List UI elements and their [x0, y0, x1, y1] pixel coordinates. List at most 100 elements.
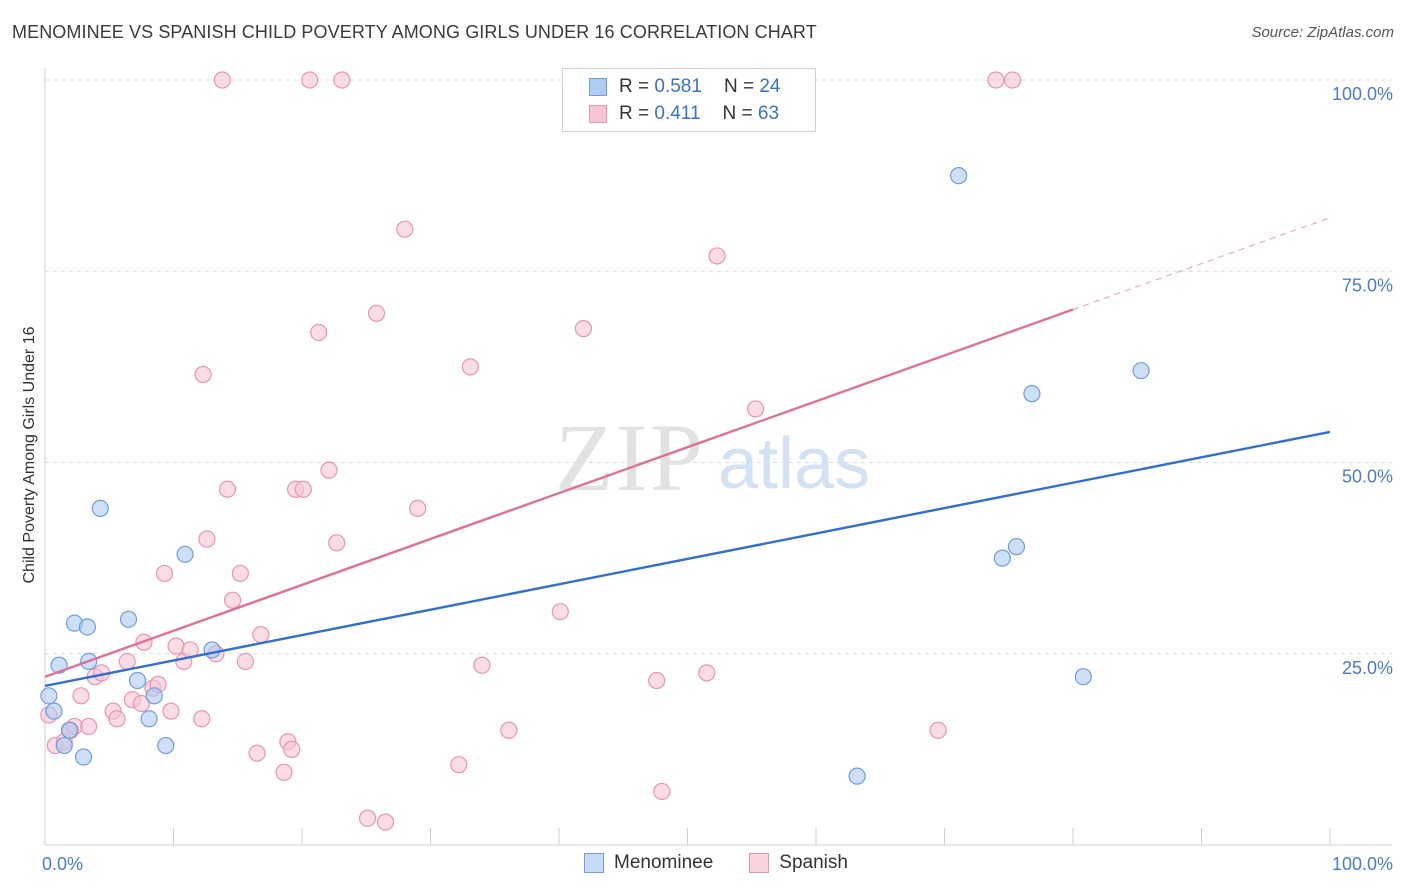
menominee-point: [1007, 538, 1026, 556]
spanish-point: [224, 591, 242, 609]
spanish-point: [132, 694, 150, 713]
spanish-point: [193, 710, 211, 728]
legend-n-value: 24: [759, 76, 781, 97]
spanish-point: [194, 365, 212, 384]
spanish-point: [747, 400, 765, 418]
legend-r-label: R =: [619, 76, 650, 97]
x-tick-label: 0.0%: [42, 854, 83, 874]
legend-item-menominee: Menominee: [584, 852, 713, 874]
spanish-legend-swatch: [749, 853, 770, 873]
spanish-point: [252, 626, 270, 644]
spanish-point: [987, 71, 1005, 89]
spanish-point: [574, 320, 593, 338]
spanish-point: [213, 71, 231, 89]
y-axis-label: Child Poverty Among Girls Under 16: [21, 326, 38, 583]
spanish-swatch: [589, 105, 607, 123]
legend-r-value: 0.411: [654, 103, 701, 124]
spanish-point: [551, 603, 569, 621]
source-label: Source: ZipAtlas.com: [1251, 24, 1394, 41]
legend-item-spanish: Spanish: [749, 852, 848, 874]
spanish-point: [310, 323, 328, 342]
grid-lines: [45, 79, 1392, 655]
spanish-point: [648, 671, 666, 690]
y-tick-label: 25.0%: [1342, 658, 1393, 678]
spanish-point: [162, 702, 180, 720]
legend-r-label: R =: [619, 103, 650, 124]
legend-row-spanish: R = 0.411 N = 63: [589, 102, 779, 126]
spanish-point: [461, 358, 479, 376]
spanish-point: [301, 71, 319, 89]
spanish-point: [167, 637, 185, 655]
spanish-point: [198, 530, 216, 548]
spanish-point: [248, 744, 266, 762]
series-legend: Menominee Spanish: [584, 852, 884, 874]
y-tick-label: 75.0%: [1342, 275, 1393, 295]
menominee-point: [60, 721, 79, 739]
spanish-point: [118, 652, 136, 671]
spanish-point: [275, 763, 293, 781]
menominee-swatch: [589, 78, 607, 96]
menominee-point: [176, 545, 194, 563]
legend-r-value: 0.581: [654, 76, 702, 97]
data-points: [40, 71, 1150, 831]
menominee-point: [91, 499, 109, 517]
menominee-point: [119, 610, 138, 628]
spanish-point: [500, 721, 518, 739]
spanish-point: [333, 71, 351, 89]
spanish-point: [283, 740, 301, 758]
spanish-point: [409, 499, 427, 517]
menominee-point: [78, 618, 97, 636]
legend-n-value: 63: [757, 103, 780, 124]
menominee-point: [950, 167, 968, 185]
spanish-trend-line: [44, 308, 1074, 678]
spanish-point: [231, 564, 249, 583]
spanish-point: [218, 480, 237, 498]
menominee-point: [40, 687, 58, 705]
spanish-trend-line: [1072, 217, 1331, 311]
stats-legend: R = 0.581 N = 24 R = 0.411 N = 63: [562, 68, 816, 132]
chart-title: MENOMINEE VS SPANISH CHILD POVERTY AMONG…: [12, 22, 817, 42]
spanish-point: [320, 461, 338, 479]
spanish-point: [653, 782, 671, 801]
menominee-point: [145, 687, 163, 705]
menominee-point: [993, 549, 1011, 567]
spanish-point: [450, 756, 468, 774]
y-tick-label: 50.0%: [1342, 467, 1393, 487]
menominee-point: [1074, 668, 1092, 686]
menominee-point: [157, 736, 175, 755]
x-tick-label: 100.0%: [1332, 854, 1393, 874]
spanish-point: [396, 220, 414, 238]
menominee-point: [203, 641, 221, 659]
tick-labels: 25.0% 50.0% 75.0% 100.0% 0.0% 100.0%: [42, 84, 1393, 874]
legend-n-label: N =: [722, 103, 753, 124]
trend-lines: [44, 217, 1331, 688]
spanish-point: [236, 652, 255, 671]
watermark: ZIP atlas: [555, 404, 870, 511]
spanish-point: [698, 664, 716, 682]
menominee-point: [55, 736, 73, 755]
watermark-atlas: atlas: [718, 424, 870, 504]
spanish-point: [72, 687, 90, 705]
spanish-point: [328, 534, 346, 552]
menominee-point: [45, 702, 63, 720]
spanish-point: [358, 809, 377, 827]
legend-label-spanish: Spanish: [779, 852, 848, 873]
spanish-point: [80, 717, 98, 736]
spanish-point: [473, 656, 491, 674]
menominee-point: [848, 767, 866, 785]
menominee-point: [1132, 362, 1150, 380]
legend-n-label: N =: [723, 76, 755, 97]
watermark-zip: ZIP: [555, 404, 705, 511]
spanish-point: [155, 564, 174, 583]
menominee-point: [74, 748, 93, 766]
menominee-point: [128, 671, 147, 690]
y-tick-label: 100.0%: [1332, 84, 1393, 104]
spanish-point: [376, 813, 395, 831]
menominee-legend-swatch: [584, 853, 604, 873]
spanish-point: [1004, 71, 1022, 89]
legend-row-menominee: R = 0.581 N = 24: [589, 75, 780, 99]
spanish-point: [367, 304, 386, 322]
menominee-point: [140, 710, 158, 728]
spanish-point: [108, 710, 126, 728]
